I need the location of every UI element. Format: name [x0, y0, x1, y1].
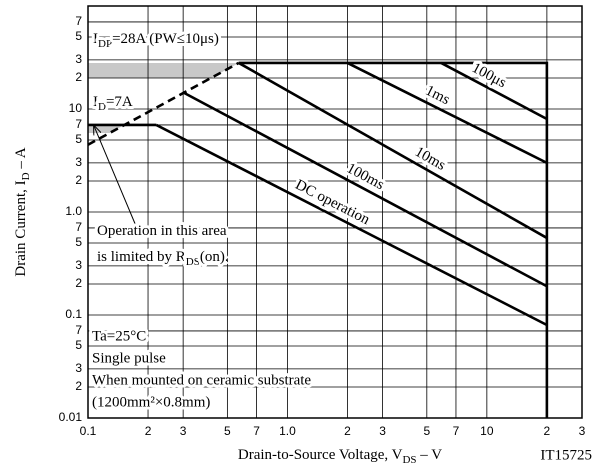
y-tick-label: 3 — [75, 258, 82, 272]
text-part: I — [93, 94, 98, 110]
y-tick-label: 2 — [75, 379, 82, 393]
limit-line — [238, 61, 549, 418]
x-tick-label: 3 — [379, 424, 386, 438]
limit-label: IDP=28A (PW≤10μs) — [93, 31, 219, 49]
text-part: – A — [13, 147, 29, 172]
soa-line — [155, 123, 548, 327]
text-part: D — [98, 101, 106, 113]
text-part: DS — [402, 454, 416, 466]
y-tick-label: 3 — [75, 361, 82, 375]
x-tick-label: 3 — [579, 424, 586, 438]
text-part: D — [20, 172, 32, 180]
x-tick-label: 2 — [145, 424, 152, 438]
soa-line — [440, 61, 548, 121]
text-part: DS — [186, 256, 200, 268]
y-tick-label: 2 — [75, 70, 82, 84]
rds-limit-line — [87, 61, 240, 146]
x-tick-label: 5 — [224, 424, 231, 438]
x-tick-label: 2 — [544, 424, 551, 438]
series-label: 10ms — [412, 144, 448, 174]
y-tick-label: 0.1 — [65, 307, 82, 321]
y-tick-label: 7 — [75, 117, 82, 131]
y-tick-label: 3 — [75, 52, 82, 66]
y-tick-label: 3 — [75, 155, 82, 169]
y-tick-label: 5 — [75, 29, 82, 43]
annotation: Operation in this area — [97, 223, 227, 239]
plot-frame — [87, 5, 583, 419]
text-part: DP — [98, 38, 112, 50]
condition: Ta=25°C — [92, 328, 146, 344]
text-part: Drain-to-Source Voltage, V — [238, 447, 403, 463]
text-part: =7A — [106, 94, 133, 110]
y-tick-label: 0.01 — [59, 410, 83, 424]
soa-line — [238, 61, 548, 240]
x-axis-label: Drain-to-Source Voltage, VDS – V — [238, 447, 442, 465]
condition: (1200mm²×0.8mm) — [92, 394, 210, 410]
plot-area — [87, 5, 583, 419]
x-tick-label: 0.1 — [80, 424, 97, 438]
x-tick-label: 5 — [423, 424, 430, 438]
y-tick-label: 1.0 — [65, 204, 82, 218]
text-part: =28A (PW≤10μs) — [112, 31, 219, 47]
series-label: 100μs — [469, 60, 509, 91]
soa-line — [346, 61, 548, 165]
y-tick-label: 7 — [75, 220, 82, 234]
soa-line — [182, 91, 548, 288]
y-tick-label: 5 — [75, 132, 82, 146]
x-tick-label: 7 — [453, 424, 460, 438]
y-tick-label: 2 — [75, 173, 82, 187]
y-tick-label: 2 — [75, 276, 82, 290]
limited-area — [88, 62, 239, 78]
figure-id: IT15725 — [540, 447, 592, 463]
y-tick-label: 7 — [75, 14, 82, 28]
text-part: is limited by R — [97, 249, 186, 265]
labels: 0.1 2 3 5 7 1.0 2 3 5 7 10 2 30.0123570.123571.02357… — [13, 14, 592, 465]
text-part: I — [93, 31, 98, 47]
annotation: is limited by RDS(on). — [97, 249, 229, 267]
text-part: (on). — [200, 249, 229, 265]
x-tick-label: 3 — [180, 424, 187, 438]
text-part: – V — [417, 447, 443, 463]
y-tick-label: 10 — [69, 101, 83, 115]
text-part: Operation in this area — [97, 223, 227, 239]
y-tick-label: 7 — [75, 323, 82, 337]
condition: Single pulse — [92, 350, 166, 366]
x-tick-label: 1.0 — [279, 424, 296, 438]
y-tick-label: 5 — [75, 338, 82, 352]
x-tick-label: 7 — [253, 424, 260, 438]
x-tick-label: 2 — [344, 424, 351, 438]
annotation-arrow — [94, 126, 137, 227]
y-axis-label: Drain Current, ID – A — [13, 147, 31, 276]
x-tick-label: 10 — [480, 424, 494, 438]
limit-label: ID=7A — [93, 94, 133, 112]
series-label: DC operation — [293, 177, 373, 228]
text-part: Drain Current, I — [13, 180, 29, 276]
condition: When mounted on ceramic substrate — [92, 372, 311, 388]
y-tick-label: 5 — [75, 235, 82, 249]
